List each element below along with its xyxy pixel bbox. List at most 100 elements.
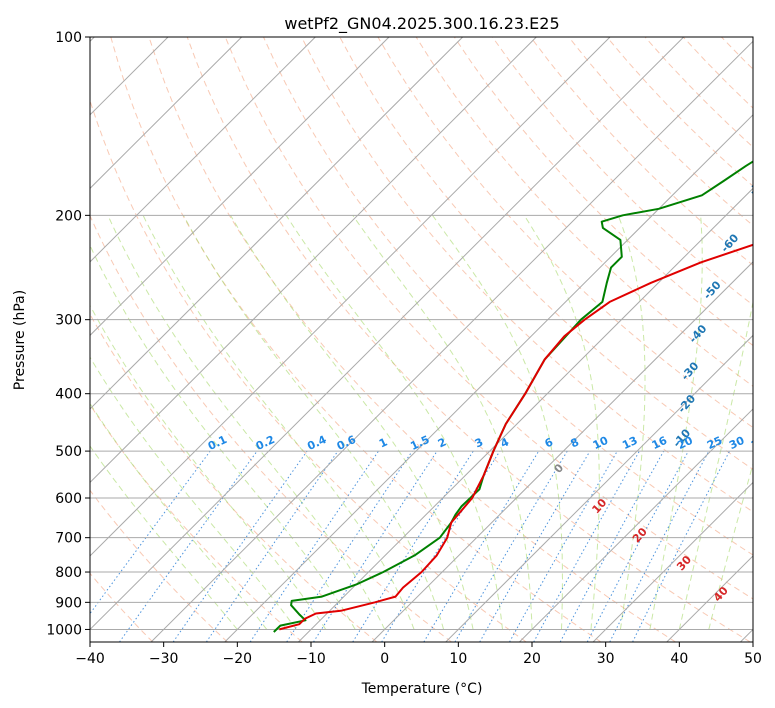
x-tick-label: −40	[75, 651, 105, 667]
mixing-ratio-line	[632, 450, 731, 642]
dry-adiabat-line	[90, 403, 303, 642]
mixing-ratio-line	[586, 450, 689, 642]
y-tick-label: 300	[55, 313, 82, 329]
moist-adiabat-line	[678, 299, 753, 630]
mixing-ratio-label: 20	[676, 434, 696, 452]
mixing-ratio-line	[559, 450, 665, 642]
y-tick-label: 500	[55, 444, 82, 460]
mixing-ratio-label: 13	[620, 434, 639, 452]
dry-adiabat-line	[377, 37, 753, 429]
dry-adiabat-line	[90, 313, 378, 642]
isotherm-gridline	[90, 37, 611, 557]
mixing-ratio-label: 8	[569, 435, 581, 450]
dry-adiabat-label: -50	[701, 278, 724, 302]
dry-adiabat-line	[301, 37, 753, 513]
isotherm-gridline	[90, 37, 464, 410]
moist-adiabat-line	[90, 445, 238, 630]
y-tick-label: 200	[55, 208, 82, 224]
mixing-ratio-line	[509, 450, 618, 642]
dry-adiabat-line	[415, 37, 753, 387]
moist-adiabat-line	[183, 215, 445, 630]
dry-adiabat-line	[90, 489, 228, 642]
mixing-ratio-label: 0.2	[254, 433, 277, 453]
dry-adiabat-line	[453, 37, 753, 347]
x-tick-label: 40	[670, 651, 688, 667]
dry-adiabat-line	[644, 37, 753, 148]
isotherm-gridline	[371, 261, 753, 642]
mixing-ratio-line	[381, 450, 501, 642]
moist-adiabat-line	[432, 215, 563, 630]
x-tick-label: 50	[744, 651, 762, 667]
x-axis-label: Temperature (°C)	[361, 681, 483, 697]
mixing-ratio-label: 25	[705, 434, 724, 452]
moist-adiabat-line	[230, 215, 474, 630]
moist-adiabat-line	[90, 304, 327, 630]
y-axis-label: Pressure (hPa)	[12, 290, 28, 390]
mixing-ratio-label: 3	[473, 435, 485, 450]
y-tick-label: 100	[55, 30, 82, 46]
dry-adiabat-line	[90, 98, 527, 642]
isotherm-gridline	[90, 37, 243, 190]
isotherm-gridline	[224, 114, 753, 642]
x-tick-label: 20	[523, 651, 541, 667]
mixing-ratio-line	[352, 450, 474, 642]
mixing-ratio-label: 6	[543, 435, 556, 450]
mixing-ratio-label: 0.4	[305, 433, 328, 453]
x-tick-label: 0	[380, 651, 389, 667]
isotherm-gridline	[445, 334, 753, 642]
mixing-ratio-line	[533, 450, 640, 642]
x-tick-label: 30	[597, 651, 615, 667]
dry-adiabat-line	[339, 37, 753, 470]
moist-adiabat-label: 30	[674, 553, 694, 573]
dry-adiabat-line	[224, 37, 753, 600]
isotherm-gridline	[666, 555, 753, 642]
plot-frame	[89, 36, 754, 643]
mixing-ratio-line	[172, 450, 308, 642]
isotherm-gridline	[90, 37, 537, 484]
axes: −40 −30 −20 −10 0 10 20 30 40 50 1000 900 800 700 600 5…	[46, 30, 762, 667]
dry-adiabat-line	[90, 214, 452, 642]
dry-adiabat-line	[0, 37, 3, 642]
x-tick-label: −10	[296, 651, 326, 667]
y-tick-label: 800	[55, 565, 82, 581]
mixing-ratio-label: 1.5	[408, 433, 431, 453]
moist-adiabat-label: 40	[711, 584, 731, 604]
moist-adiabat-line	[617, 215, 646, 630]
moist-adiabat-line	[107, 215, 386, 630]
mixing-ratio-label: 30	[727, 434, 747, 452]
isotherm-gridline	[90, 37, 390, 337]
x-tick-label: 10	[449, 651, 467, 667]
mixing-ratio-line	[249, 450, 379, 642]
dry-adiabat-line	[148, 37, 676, 642]
dry-adiabat-label: -80	[764, 127, 775, 151]
y-tick-label: 700	[55, 531, 82, 547]
moist-adiabat-line	[523, 215, 600, 630]
dry-adiabat-label: -40	[686, 322, 709, 346]
mixing-ratio-line	[609, 450, 710, 642]
mixing-ratio-label: 2	[436, 435, 448, 450]
dry-adiabat-line	[491, 37, 753, 306]
isotherm-gridline	[298, 187, 753, 642]
y-tick-label: 1000	[46, 622, 82, 638]
mixing-ratio-label: 0.6	[335, 433, 358, 453]
dry-adiabat-line	[110, 37, 602, 642]
mixing-ratio-label: 10	[591, 434, 611, 452]
x-tick-label: −20	[223, 651, 253, 667]
mixing-ratio-label: 1	[377, 435, 389, 450]
y-tick-label: 400	[55, 387, 82, 403]
isotherm-gridline	[90, 37, 316, 263]
chart-title: wetPf2_GN04.2025.300.16.23.E25	[284, 14, 559, 34]
dry-adiabat-line	[263, 37, 753, 556]
y-tick-label: 600	[55, 491, 82, 507]
mixing-ratio-label: 36	[749, 434, 769, 452]
mixing-ratio-label: 16	[650, 434, 670, 452]
dry-adiabat-label: -20	[675, 392, 698, 416]
dry-adiabat-label: -30	[679, 359, 702, 383]
dry-adiabat-line	[760, 37, 775, 642]
y-tick-label: 900	[55, 595, 82, 611]
x-tick-label: −30	[149, 651, 179, 667]
mixing-ratio-line	[313, 450, 438, 642]
dry-adiabat-line	[530, 37, 753, 266]
temperature-profile-line	[279, 243, 753, 631]
